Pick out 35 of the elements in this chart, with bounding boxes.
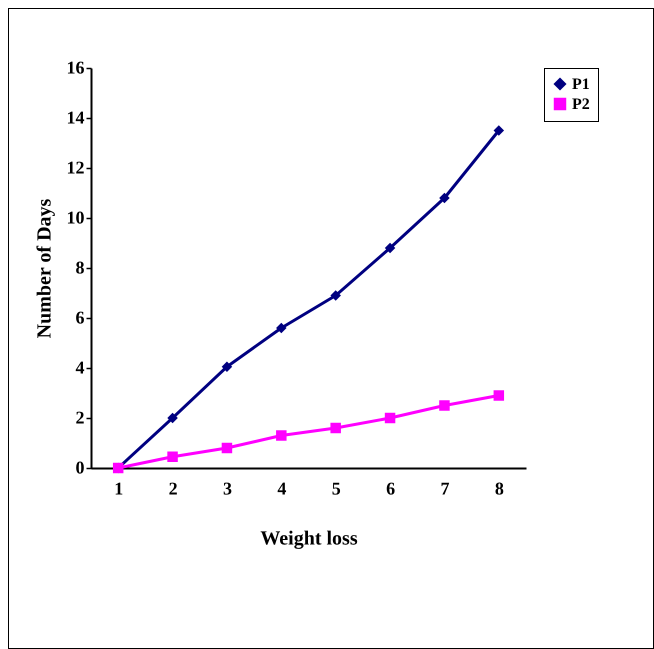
y-tick-label: 12 xyxy=(66,158,84,178)
x-tick-label: 6 xyxy=(386,478,396,498)
y-tick-label: 6 xyxy=(76,308,84,328)
x-tick-label: 2 xyxy=(168,478,178,498)
point xyxy=(167,452,178,462)
x-tick-label: 5 xyxy=(332,478,341,498)
point xyxy=(330,422,341,434)
legend-label: P1 xyxy=(572,76,590,93)
legend-label: P2 xyxy=(572,96,590,113)
x-axis-title: Weight loss xyxy=(260,528,358,550)
point xyxy=(222,362,232,372)
y-tick-label: 16 xyxy=(66,58,84,78)
x-tick-label: 4 xyxy=(277,478,286,498)
y-tick-label: 4 xyxy=(76,358,84,378)
point xyxy=(167,412,178,424)
y-tick-label: 8 xyxy=(76,258,84,278)
point xyxy=(494,390,504,401)
x-tick-label: 1 xyxy=(114,478,124,498)
y-tick-label: 0 xyxy=(76,458,84,478)
y-tick-label: 2 xyxy=(76,408,84,428)
y-tick-label: 14 xyxy=(66,108,84,128)
point xyxy=(222,442,232,454)
point xyxy=(439,192,450,204)
x-tick-label: 7 xyxy=(440,478,450,498)
x-tick-label: 8 xyxy=(494,478,504,498)
point xyxy=(494,125,504,136)
point xyxy=(439,400,450,411)
x-tick-label: 3 xyxy=(222,478,232,498)
point xyxy=(384,242,396,254)
point xyxy=(276,430,287,441)
y-tick-label: 10 xyxy=(66,208,84,228)
point xyxy=(384,412,396,424)
point xyxy=(330,290,341,301)
y-axis-title: Number of Days xyxy=(34,198,56,338)
point xyxy=(276,322,287,334)
